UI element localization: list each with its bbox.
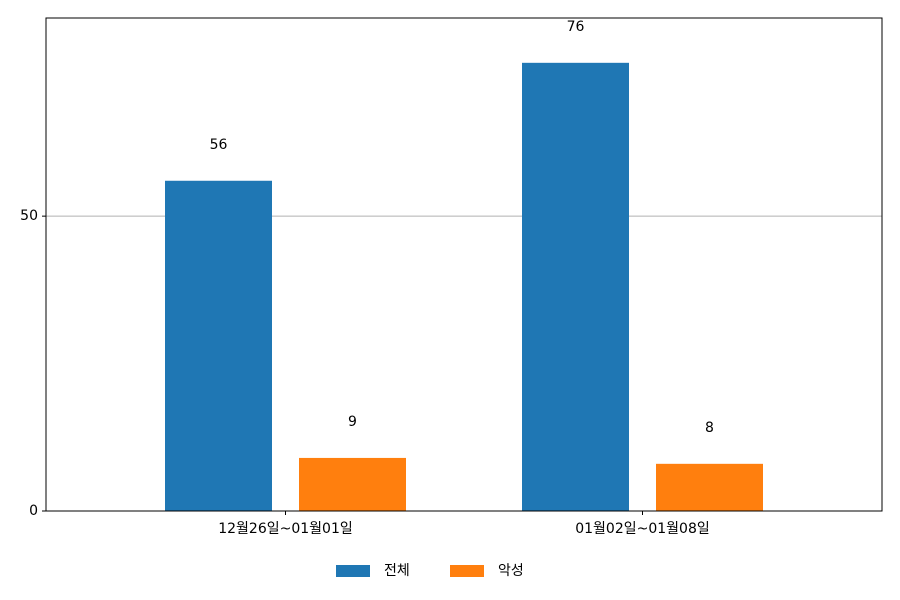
y-tick-label: 0 — [29, 503, 38, 519]
value-label: 8 — [705, 420, 714, 436]
value-label: 76 — [567, 19, 585, 35]
bar — [656, 463, 763, 511]
value-label: 56 — [210, 137, 228, 153]
bar — [522, 62, 629, 512]
legend-label: 악성 — [498, 563, 524, 579]
value-label: 9 — [348, 414, 357, 430]
x-tick-label: 01월02일~01월08일 — [575, 521, 710, 537]
bar — [299, 457, 406, 511]
legend-label: 전체 — [384, 563, 410, 579]
legend-swatch — [450, 565, 484, 577]
y-tick-label: 50 — [20, 208, 38, 224]
x-tick-label: 12월26일~01월01일 — [218, 521, 353, 537]
bar — [165, 180, 272, 511]
legend-swatch — [336, 565, 370, 577]
plot-frame — [45, 17, 883, 512]
